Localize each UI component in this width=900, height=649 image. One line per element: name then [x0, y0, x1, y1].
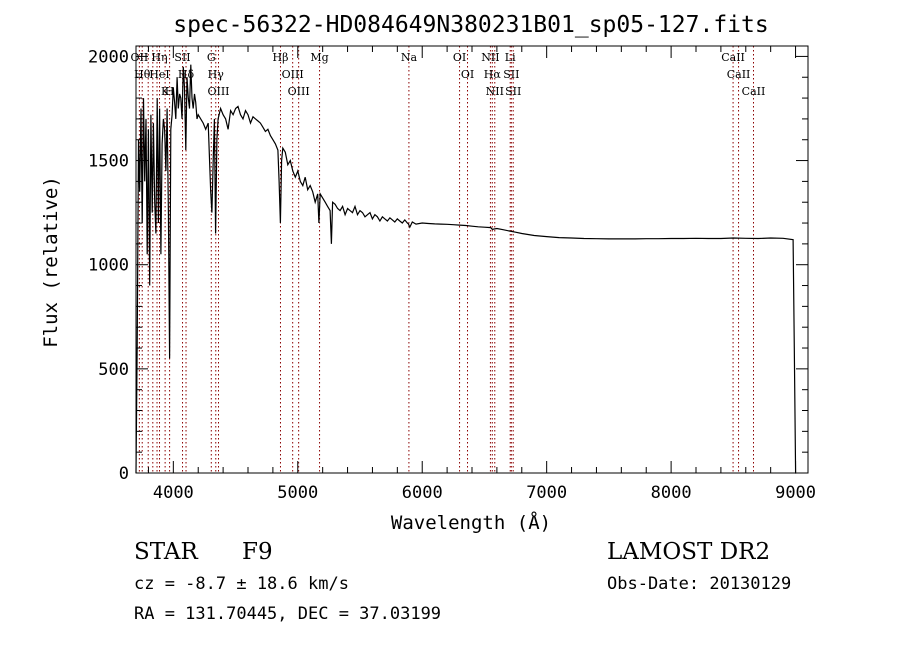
y-tick-label-4: 2000	[88, 47, 129, 67]
y-tick-label-1: 500	[98, 360, 129, 380]
plot-frame	[135, 45, 809, 474]
line-label-17-0: Na	[401, 51, 418, 64]
chart-title: spec-56322-HD084649N380231B01_sp05-127.f…	[173, 12, 768, 38]
line-label-5-0: Hη	[151, 51, 167, 64]
line-label-22-0: NII	[486, 85, 504, 98]
x-axis-label: Wavelength (Å)	[391, 511, 551, 534]
line-label-25-0: SII	[505, 85, 521, 98]
spectral-line-markers	[138, 46, 754, 473]
survey-name: LAMOST DR2	[607, 539, 770, 565]
spectrum-line-0	[135, 64, 797, 474]
line-label-27-0: CaII	[727, 68, 751, 81]
observation-date: Obs-Date: 20130129	[607, 574, 791, 594]
line-label-13-0: Hβ	[273, 51, 289, 64]
line-label-1-0: Hθ	[134, 68, 151, 81]
line-label-12-0: OIII	[207, 85, 229, 98]
line-label-23-0: Li	[505, 51, 516, 64]
y-tick-label-0: 0	[119, 464, 129, 484]
line-label-10-0: G	[207, 51, 216, 64]
line-label-9-0: Hδ	[178, 68, 195, 81]
line-label-19-0: OI	[461, 68, 474, 81]
line-label-8-0: SII	[174, 51, 190, 64]
spectrum-series	[135, 64, 797, 474]
line-label-21-0: Hα	[484, 68, 502, 81]
x-tick-label-5: 9000	[775, 483, 816, 503]
line-label-14-0: OIII	[282, 68, 304, 81]
x-tick-label-0: 4000	[153, 483, 194, 503]
line-label-5-1: HeI	[149, 68, 169, 81]
x-tick-label-1: 5000	[277, 483, 318, 503]
object-class: STAR	[134, 539, 198, 565]
y-axis-label: Flux (relative)	[40, 176, 62, 348]
y-tick-label-3: 1500	[88, 152, 129, 172]
x-tick-label-2: 6000	[402, 483, 443, 503]
line-label-11-0: Hγ	[208, 68, 225, 81]
y-tick-label-2: 1000	[88, 256, 129, 276]
line-label-20-0: NII	[481, 51, 499, 64]
line-label-24-0: SII	[503, 68, 519, 81]
line-label-6-0: K	[161, 85, 170, 98]
line-label-18-0: OI	[453, 51, 466, 64]
line-label-26-0: CaII	[721, 51, 745, 64]
line-label-0-0: OII	[131, 51, 149, 64]
x-tick-label-3: 7000	[526, 483, 567, 503]
line-label-16-0: Mg	[310, 51, 328, 64]
redshift-velocity: cz = -8.7 ± 18.6 km/s	[134, 574, 349, 594]
coordinates: RA = 131.70445, DEC = 37.03199	[134, 604, 441, 624]
line-label-15-0: OIII	[288, 85, 310, 98]
line-label-7-0: H	[165, 85, 175, 98]
x-tick-label-4: 8000	[651, 483, 692, 503]
axes: 4000 5000 6000 7000 8000 9000 0 500 1000 1500 2000	[88, 45, 816, 503]
object-subclass: F9	[242, 539, 273, 565]
line-label-28-0: CaII	[742, 85, 766, 98]
